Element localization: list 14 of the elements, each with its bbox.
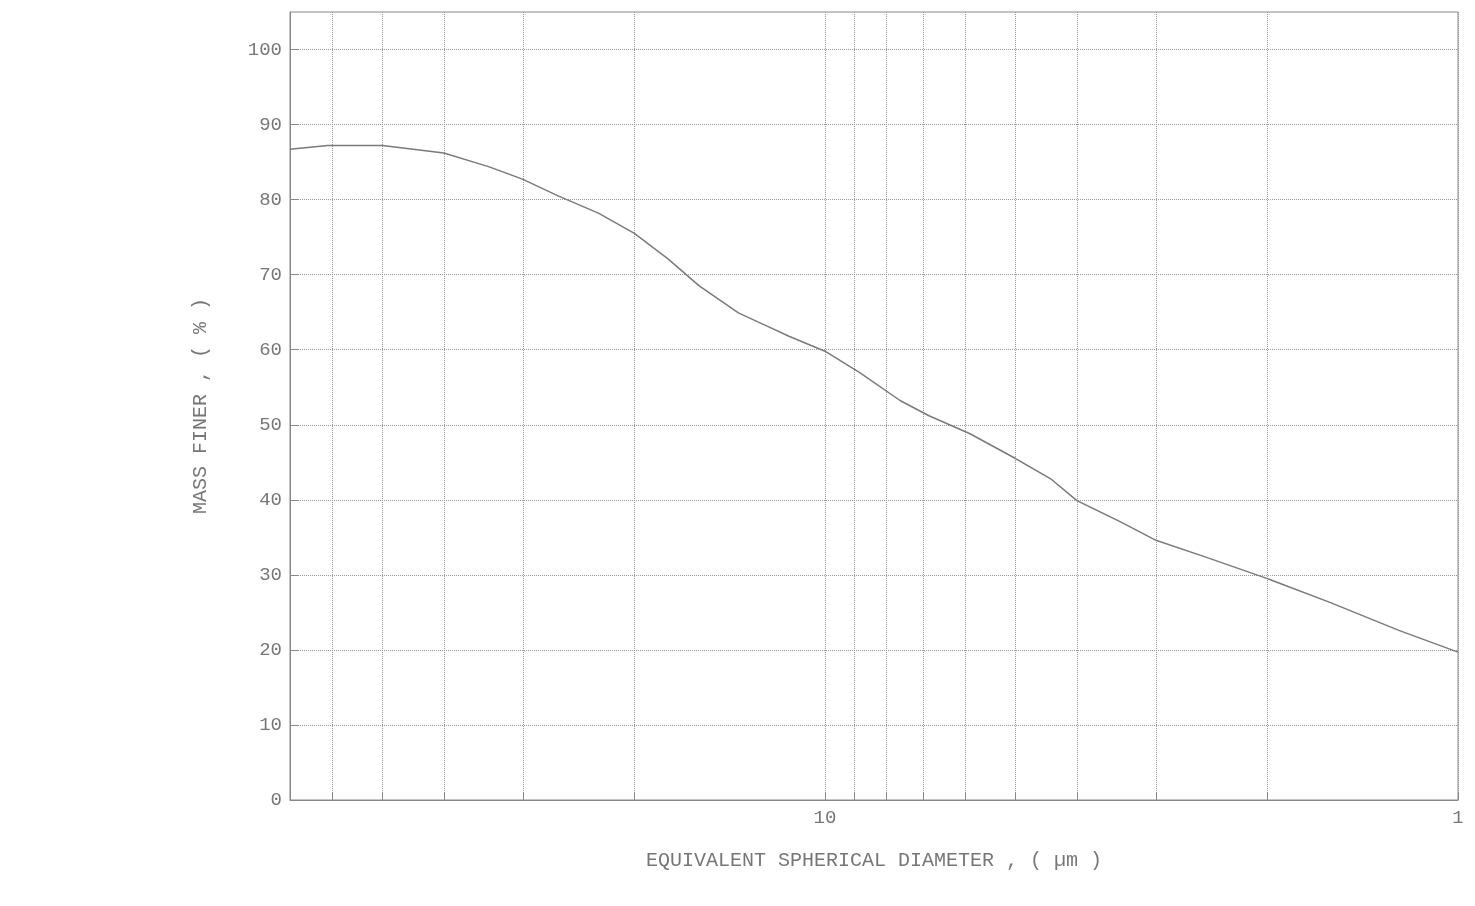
- y-tick-label: 70: [259, 263, 282, 286]
- x-tick-label: 1: [1452, 806, 1464, 829]
- y-tick-label: 40: [259, 488, 282, 511]
- y-tick-label: 90: [259, 113, 282, 136]
- y-tick-label: 100: [247, 38, 282, 61]
- y-tick-label: 0: [270, 789, 282, 811]
- x-axis-title: EQUIVALENT SPHERICAL DIAMETER , ( µm ): [645, 848, 1103, 872]
- y-tick-label: 30: [259, 563, 282, 586]
- y-tick-label: 10: [259, 713, 282, 736]
- y-tick-label: 60: [259, 338, 282, 361]
- y-tick-label: 50: [259, 413, 282, 436]
- y-tick-label: 80: [259, 188, 282, 211]
- y-axis-title: MASS FINER , ( % ): [188, 297, 212, 515]
- y-tick-label: 20: [259, 638, 282, 661]
